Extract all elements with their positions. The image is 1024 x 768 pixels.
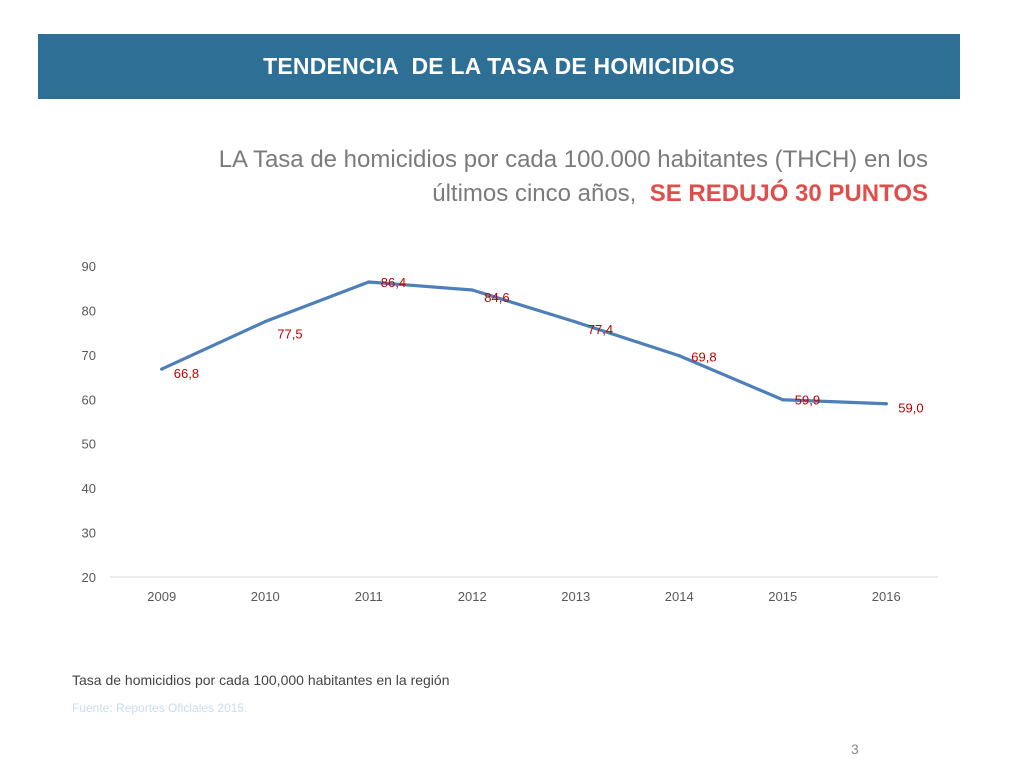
- x-tick-label: 2010: [251, 589, 280, 604]
- data-label: 84,6: [484, 290, 509, 305]
- subtitle-line-1: LA Tasa de homicidios por cada 100.000 h…: [218, 146, 928, 173]
- data-label: 77,4: [588, 322, 613, 337]
- x-tick-label: 2013: [561, 589, 590, 604]
- data-label: 69,8: [691, 350, 716, 365]
- slide-title: TENDENCIA DE LA TASA DE HOMICIDIOS: [263, 53, 735, 79]
- subtitle-line-2: últimos cinco años, SE REDUJÓ 30 PUNTOS: [128, 177, 928, 211]
- y-tick-label: 60: [82, 392, 96, 407]
- data-point: [781, 398, 785, 402]
- title-bar: TENDENCIA DE LA TASA DE HOMICIDIOS: [38, 34, 960, 99]
- data-point: [677, 354, 681, 358]
- y-tick-label: 30: [82, 526, 96, 541]
- y-tick-label: 70: [82, 348, 96, 363]
- slide-subtitle: LA Tasa de homicidios por cada 100.000 h…: [128, 143, 928, 211]
- data-point: [470, 288, 474, 292]
- data-point: [884, 402, 888, 406]
- data-label: 66,8: [174, 366, 199, 381]
- source-note: Fuente: Reportes Oficiales 2015.: [72, 701, 248, 715]
- data-point: [574, 320, 578, 324]
- y-tick-label: 40: [82, 481, 96, 496]
- x-tick-label: 2016: [872, 589, 901, 604]
- y-tick-label: 20: [82, 570, 96, 585]
- data-label: 59,0: [898, 401, 923, 416]
- x-tick-label: 2012: [458, 589, 487, 604]
- data-point: [263, 319, 267, 324]
- data-label: 77,5: [277, 327, 302, 342]
- subtitle-highlight: SE REDUJÓ 30 PUNTOS: [649, 180, 928, 207]
- series-line: [160, 280, 888, 406]
- data-point: [367, 280, 371, 284]
- y-tick-label: 50: [82, 437, 96, 452]
- y-tick-label: 80: [82, 303, 96, 318]
- x-tick-label: 2011: [355, 589, 383, 604]
- chart-caption: Tasa de homicidios por cada 100,000 habi…: [72, 672, 450, 688]
- page-number: 3: [851, 741, 859, 757]
- x-tick-label: 2009: [147, 589, 176, 604]
- data-point: [160, 367, 164, 371]
- x-tick-label: 2014: [665, 589, 694, 604]
- y-tick-label: 90: [82, 259, 96, 274]
- data-label: 86,4: [381, 275, 406, 290]
- subtitle-line-2-text: últimos cinco años,: [432, 180, 637, 207]
- data-label: 59,9: [795, 393, 820, 408]
- x-tick-label: 2015: [768, 589, 797, 604]
